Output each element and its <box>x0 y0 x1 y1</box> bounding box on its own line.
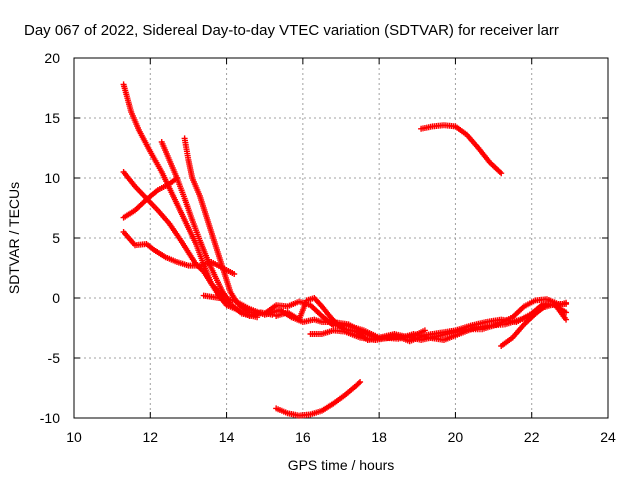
chart-title: Day 067 of 2022, Sidereal Day-to-day VTE… <box>24 22 559 39</box>
y-tick-label: 10 <box>44 170 60 186</box>
x-tick-label: 18 <box>371 429 387 445</box>
data-point <box>563 309 570 316</box>
series-arc-5 <box>158 139 261 321</box>
x-tick-label: 24 <box>600 429 616 445</box>
grid-layer <box>74 58 608 418</box>
x-tick-label: 14 <box>219 429 235 445</box>
data-point <box>357 379 364 385</box>
x-tick-label: 22 <box>524 429 540 445</box>
series-arc-2 <box>120 169 230 300</box>
y-tick-label: 20 <box>44 50 60 66</box>
x-tick-label: 12 <box>142 429 158 445</box>
data-point <box>231 271 238 277</box>
data-point <box>563 316 570 323</box>
y-tick-label: 5 <box>52 230 60 246</box>
data-point <box>355 380 362 387</box>
tick-layer: 10 12 14 16 18 20 22 24 -10 -5 0 5 10 15 20 <box>40 50 616 445</box>
y-tick-label: -10 <box>40 410 60 426</box>
data-point <box>563 299 570 306</box>
series-arc-12 <box>418 122 505 177</box>
data-point <box>498 170 505 177</box>
x-axis-label: GPS time / hours <box>288 457 395 473</box>
y-axis-label: SDTVAR / TECUs <box>6 182 22 294</box>
y-tick-label: 0 <box>52 290 60 306</box>
y-tick-label: 15 <box>44 110 60 126</box>
marks-layer <box>120 81 570 419</box>
y-tick-label: -5 <box>48 350 61 366</box>
series-arc-9 <box>307 296 570 343</box>
data-point <box>254 314 261 321</box>
x-tick-label: 20 <box>448 429 464 445</box>
x-tick-label: 16 <box>295 429 311 445</box>
series-arc-10 <box>498 299 570 349</box>
series-arc-3 <box>120 175 180 221</box>
x-tick-label: 10 <box>66 429 82 445</box>
series-arc-11 <box>273 379 364 419</box>
